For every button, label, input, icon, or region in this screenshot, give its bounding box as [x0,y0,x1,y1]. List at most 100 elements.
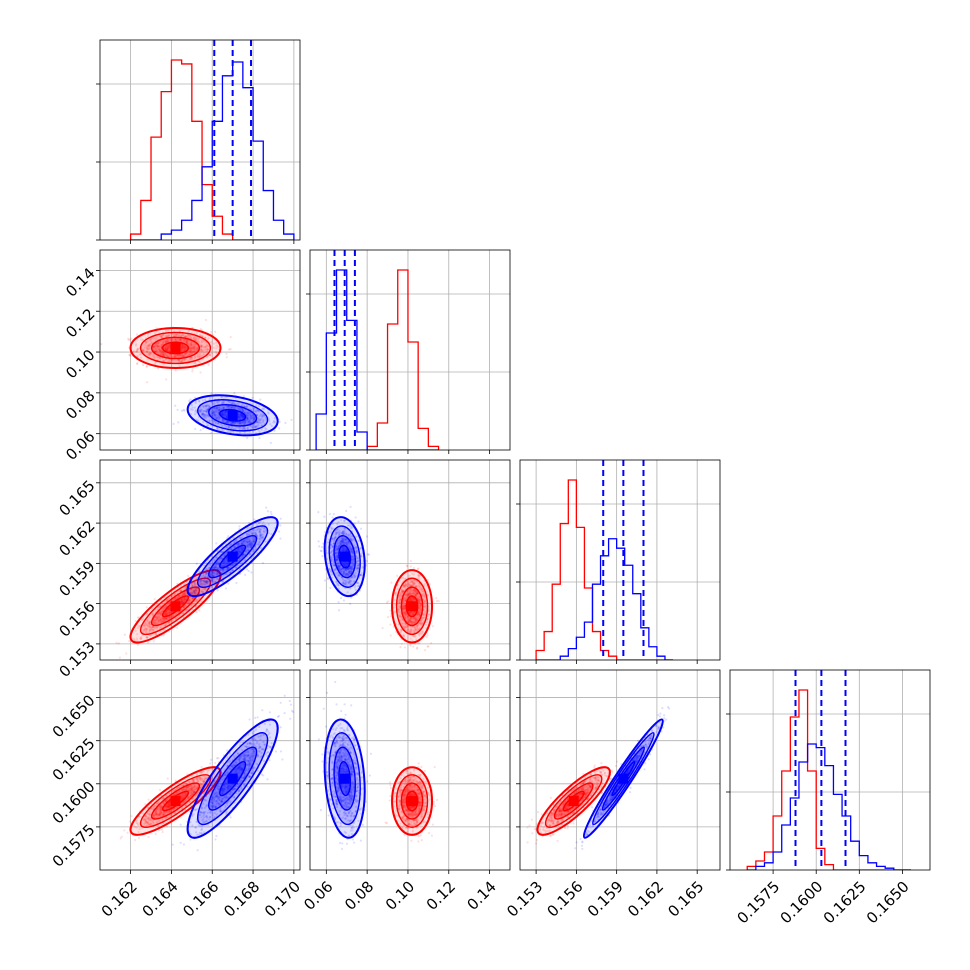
scatter-point [222,406,226,409]
scatter-point [213,578,216,581]
scatter-point [178,595,181,598]
scatter-point [259,534,262,537]
scatter-point [215,542,218,545]
scatter-point [195,348,198,351]
scatter-point [181,345,184,348]
scatter-point [198,609,201,612]
scatter-point [214,415,217,419]
scatter-point [190,352,194,355]
scatter-point [181,349,184,353]
scatter-point [233,392,236,395]
scatter-point [232,406,235,409]
scatter-point [164,346,167,349]
scatter-point [167,329,170,332]
scatter-point [197,598,200,601]
scatter-point [246,426,250,429]
scatter-point [242,409,245,412]
scatter-point [203,577,206,580]
scatter-point [199,580,202,583]
scatter-point [247,413,250,416]
scatter-point [216,409,219,412]
scatter-point [204,345,207,348]
scatter-point [168,346,171,349]
scatter-point [231,402,234,405]
scatter-point [326,576,329,580]
scatter-point [159,613,162,616]
scatter-point [227,405,231,408]
scatter-point [279,517,282,520]
scatter-point [173,355,177,358]
scatter-point [210,341,213,344]
scatter-point [182,408,185,411]
scatter-point [144,344,147,347]
scatter-point [202,335,205,338]
scatter-point [239,421,242,424]
scatter-point [233,401,236,404]
scatter-point [149,337,153,341]
scatter-point [198,400,201,403]
scatter-point [168,345,171,348]
scatter-point [134,344,138,347]
scatter-point [221,414,224,417]
scatter-point [155,626,158,629]
scatter-point [241,421,244,424]
scatter-point [153,621,156,624]
scatter-point [176,354,180,357]
panel-frame [99,39,301,241]
scatter-point [147,641,150,644]
scatter-point [225,410,228,413]
scatter-point [218,417,221,420]
scatter-point [162,333,165,336]
scatter-point [357,520,360,523]
scatter-point [245,411,248,414]
scatter-point [164,613,168,617]
scatter-point [142,349,145,352]
scatter-point [188,353,191,356]
scatter-point [191,597,195,600]
scatter-point [241,409,244,412]
scatter-point [239,417,242,420]
scatter-point [165,612,169,616]
scatter-point [148,625,151,628]
scatter-point [152,345,155,348]
scatter-point [183,344,186,348]
scatter-point [222,407,225,410]
scatter-point [220,407,223,411]
scatter-point [154,347,157,350]
scatter-point [205,576,209,579]
scatter-point [150,342,153,345]
scatter-point [206,404,209,407]
scatter-point [184,591,187,594]
scatter-point [233,402,236,406]
scatter-point [148,628,152,631]
scatter-point [193,583,196,587]
scatter-point [390,581,393,584]
scatter-point [162,353,166,356]
scatter-point [205,404,208,407]
scatter-point [176,596,179,599]
scatter-point [205,580,208,583]
scatter-point [249,417,253,420]
scatter-point [222,413,225,416]
scatter-point [176,408,179,411]
scatter-point [191,597,194,600]
scatter-point [229,538,232,542]
scatter-point [161,610,164,613]
scatter-point [193,346,196,349]
histogram-red [316,269,440,450]
scatter-point [182,583,186,587]
scatter-point [253,531,256,534]
scatter-point [167,350,170,353]
scatter-point [188,353,192,356]
scatter-point [255,424,258,428]
scatter-point [209,354,212,357]
scatter-point [202,580,205,583]
scatter-point [258,409,261,413]
scatter-point [161,616,165,620]
scatter-point [159,626,162,629]
scatter-point [158,334,161,338]
scatter-point [154,347,158,350]
scatter-point [193,347,196,350]
scatter-point [437,600,440,603]
